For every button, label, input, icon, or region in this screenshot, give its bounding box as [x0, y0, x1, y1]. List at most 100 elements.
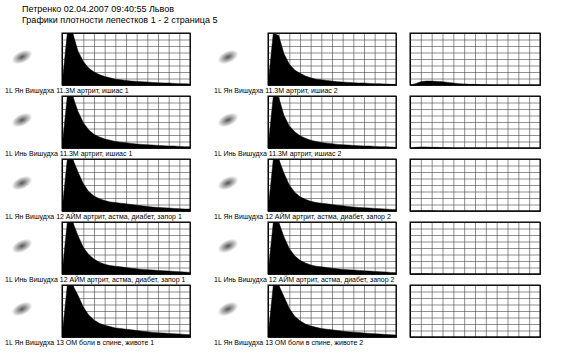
tick: [375, 33, 376, 85]
density-area: [268, 222, 396, 274]
y-axis: [410, 34, 540, 86]
axis-line: [269, 159, 397, 212]
tick: [518, 285, 519, 337]
tick: [137, 159, 138, 211]
axis-line: [411, 285, 541, 338]
grid-line: [268, 292, 396, 293]
tick: [268, 46, 396, 47]
tick: [410, 205, 540, 206]
grid-line: [62, 235, 190, 236]
grid-line: [126, 159, 127, 211]
tick: [343, 285, 344, 337]
axis-line: [269, 285, 397, 338]
grid-line: [62, 103, 190, 104]
grid-line: [410, 179, 540, 180]
thumbnail: [215, 299, 240, 319]
grid-line: [518, 33, 519, 85]
grid-line: [410, 248, 540, 249]
tick: [410, 255, 540, 256]
tick: [268, 229, 396, 230]
plot-frame: [410, 96, 540, 148]
tick: [486, 33, 487, 85]
plot-frame: [268, 159, 396, 211]
density-area: [62, 222, 190, 274]
tick: [453, 33, 454, 85]
grid-line: [529, 96, 530, 148]
grid-line: [410, 261, 540, 262]
page-subtitle: Графики плотности лепестков 1 - 2 страни…: [22, 15, 217, 25]
tick: [268, 166, 396, 167]
grid-line: [410, 192, 540, 193]
tick: [410, 324, 540, 325]
tick: [508, 285, 509, 337]
grid-line: [486, 222, 487, 274]
grid-line: [508, 96, 509, 148]
x-axis: [411, 33, 541, 86]
tick: [268, 53, 396, 54]
tick: [410, 53, 540, 54]
grid-line: [443, 96, 444, 148]
x-axis: [269, 285, 397, 338]
grid-line: [158, 285, 159, 337]
axis-line: [63, 286, 191, 338]
grid-line: [518, 285, 519, 337]
grid-line: [343, 222, 344, 274]
tick: [385, 285, 386, 337]
grid-line: [353, 285, 354, 337]
grid-line: [268, 242, 396, 243]
tick: [410, 192, 540, 193]
axis-line: [411, 160, 541, 212]
grid-line: [410, 268, 540, 269]
tick: [410, 129, 540, 130]
tick: [410, 122, 540, 123]
grid-line: [410, 205, 540, 206]
tick: [410, 79, 540, 80]
grid-line: [147, 159, 148, 211]
tick: [179, 33, 180, 85]
grid-line: [179, 285, 180, 337]
tick: [332, 33, 333, 85]
grid-line: [385, 33, 386, 85]
grid-line: [332, 285, 333, 337]
axis-line: [63, 33, 191, 86]
plot-area: [62, 222, 190, 274]
tick: [321, 222, 322, 274]
tick: [453, 222, 454, 274]
grid-line: [137, 159, 138, 211]
page-title: Петренко 02.04.2007 09:40:55 Львов: [22, 4, 174, 14]
tick: [410, 248, 540, 249]
grid-line: [343, 159, 344, 211]
panel-caption: 1L Инь Вишудха 12 АЙМ артрит, астма, диа…: [214, 275, 395, 284]
grid-line: [497, 96, 498, 148]
grid-line: [137, 285, 138, 337]
grid-line: [410, 66, 540, 67]
tick: [497, 96, 498, 148]
thumbnail: [215, 173, 240, 193]
grid-line: [321, 33, 322, 85]
tick: [268, 179, 396, 180]
tick: [268, 103, 396, 104]
grid-line: [353, 159, 354, 211]
grid-line: [158, 96, 159, 148]
tick: [410, 46, 540, 47]
grid-line: [518, 96, 519, 148]
panel-caption: 1L Инь Вишудха 11.3М артрит, ишиас 1: [5, 150, 132, 158]
tick: [179, 285, 180, 337]
panel: [410, 96, 541, 149]
tick: [375, 222, 376, 274]
x-axis: [269, 33, 397, 86]
grid-line: [62, 172, 190, 173]
thumbnail: [9, 173, 34, 193]
grid-line: [410, 46, 540, 47]
grid-line: [385, 96, 386, 148]
grid-line: [464, 159, 465, 211]
axis-line: [411, 97, 541, 149]
grid-line: [410, 324, 540, 325]
tick: [353, 285, 354, 337]
axis-line: [411, 223, 541, 275]
grid-line: [385, 285, 386, 337]
tick: [268, 40, 396, 41]
grid-line: [508, 159, 509, 211]
tick: [475, 159, 476, 211]
tick: [518, 159, 519, 211]
